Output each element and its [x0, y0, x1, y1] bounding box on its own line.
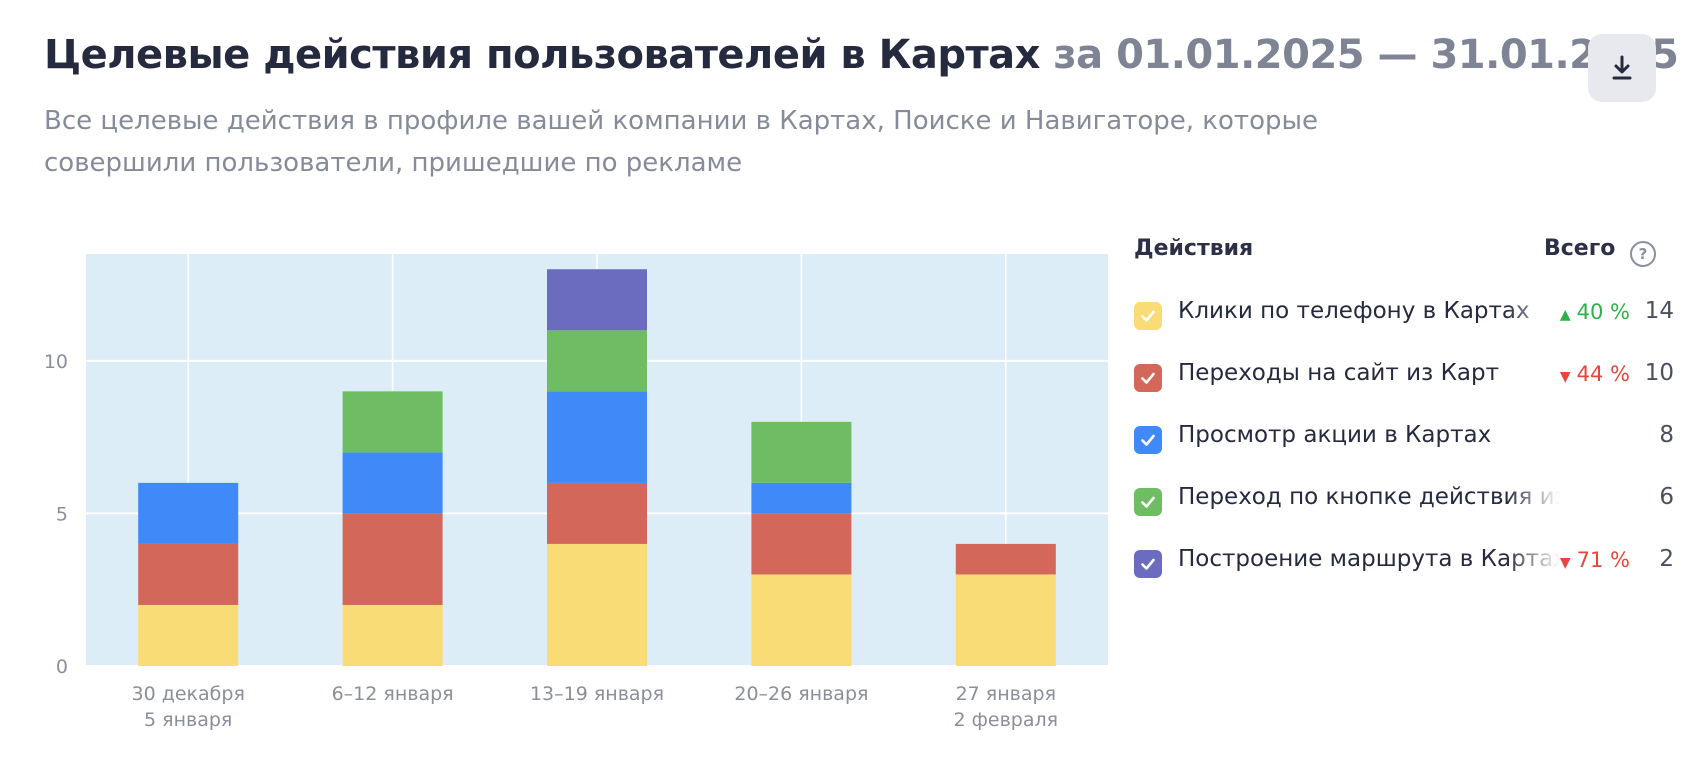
download-button[interactable] [1588, 34, 1656, 102]
bar-segment-2 [342, 513, 443, 605]
bar-segment-3 [751, 482, 852, 514]
legend-item-total: 8 [1659, 422, 1674, 448]
legend-item-total: 2 [1659, 546, 1674, 572]
legend-item-label: Переход по кнопке действия из Карт [1178, 484, 1560, 510]
bar-segment-4 [751, 421, 852, 483]
bar-segment-1 [751, 574, 852, 666]
legend-item[interactable]: Просмотр акции в Картах 8 [1134, 422, 1674, 458]
x-tick-label: 20–26 января [734, 683, 868, 705]
x-tick-label: 2 февраля [954, 709, 1059, 731]
page-title: Целевые действия пользователей в Картах … [44, 32, 1679, 78]
legend-item[interactable]: Переходы на сайт из Карт ▼ 44 % 10 [1134, 360, 1674, 396]
legend-item[interactable]: Переход по кнопке действия из Карт 6 [1134, 484, 1674, 520]
bar-segment-5 [547, 269, 647, 331]
x-tick-label: 6–12 января [332, 683, 454, 705]
x-tick-label: 5 января [144, 709, 232, 731]
legend-item-change: ▼ 44 % [1560, 362, 1630, 386]
bar-segment-1 [342, 604, 443, 666]
legend-item[interactable]: Построение маршрута в Картах ▼ 71 % 2 [1134, 546, 1674, 582]
checkbox-checked-icon[interactable] [1134, 302, 1162, 330]
legend-item-label: Просмотр акции в Картах [1178, 422, 1492, 448]
checkbox-checked-icon[interactable] [1134, 550, 1162, 578]
page-subtitle: Все целевые действия в профиле вашей ком… [44, 106, 1318, 178]
legend-item-total: 6 [1659, 484, 1674, 510]
bar-segment-2 [751, 513, 852, 575]
bar-segment-4 [547, 330, 647, 392]
legend-item-change-value: 44 % [1576, 362, 1630, 386]
y-tick-label: 5 [56, 503, 68, 525]
x-tick-label: 27 января [956, 683, 1056, 705]
legend-item-label: Переходы на сайт из Карт [1178, 360, 1500, 386]
bar-segment-1 [955, 574, 1056, 666]
bar-segment-2 [138, 543, 239, 605]
legend-header: Действия Всего ? [1134, 236, 1674, 270]
bar-segment-4 [342, 391, 443, 453]
legend-item-total: 10 [1644, 360, 1674, 386]
legend-item-change-value: 71 % [1576, 548, 1630, 572]
bar-segment-3 [342, 452, 443, 514]
legend-item-label: Клики по телефону в Картах [1178, 298, 1530, 324]
triangle-down-icon: ▼ [1559, 555, 1571, 571]
legend-item-change: ▼ 71 % [1560, 548, 1630, 572]
x-tick-label: 30 декабря [132, 683, 245, 705]
triangle-up-icon: ▲ [1559, 307, 1571, 323]
legend: Действия Всего ? Клики по телефону в Кар… [1134, 236, 1674, 578]
legend-item-change-value: 40 % [1576, 300, 1630, 324]
bar-segment-2 [547, 482, 647, 544]
legend-item-label: Построение маршрута в Картах [1178, 546, 1560, 572]
y-tick-label: 0 [56, 656, 68, 678]
x-tick-label: 13–19 января [530, 683, 664, 705]
title-date-range: за 01.01.2025 — 31.01.2025 [1053, 32, 1679, 78]
bar-segment-2 [955, 543, 1056, 575]
bar-segment-3 [138, 482, 239, 544]
legend-actions-header: Действия [1134, 236, 1254, 261]
bar-segment-3 [547, 391, 647, 483]
title-main: Целевые действия пользователей в Картах [44, 32, 1040, 78]
help-icon[interactable]: ? [1630, 241, 1656, 267]
checkbox-checked-icon[interactable] [1134, 488, 1162, 516]
y-tick-label: 10 [44, 351, 68, 373]
legend-item-total: 14 [1644, 298, 1674, 324]
legend-total-header: Всего [1544, 236, 1616, 261]
download-icon [1612, 55, 1632, 80]
legend-item[interactable]: Клики по телефону в Картах ▲ 40 % 14 [1134, 298, 1674, 334]
legend-item-change: ▲ 40 % [1560, 300, 1630, 324]
bar-segment-1 [547, 543, 647, 666]
triangle-down-icon: ▼ [1559, 369, 1571, 385]
bar-segment-1 [138, 604, 239, 666]
checkbox-checked-icon[interactable] [1134, 364, 1162, 392]
checkbox-checked-icon[interactable] [1134, 426, 1162, 454]
